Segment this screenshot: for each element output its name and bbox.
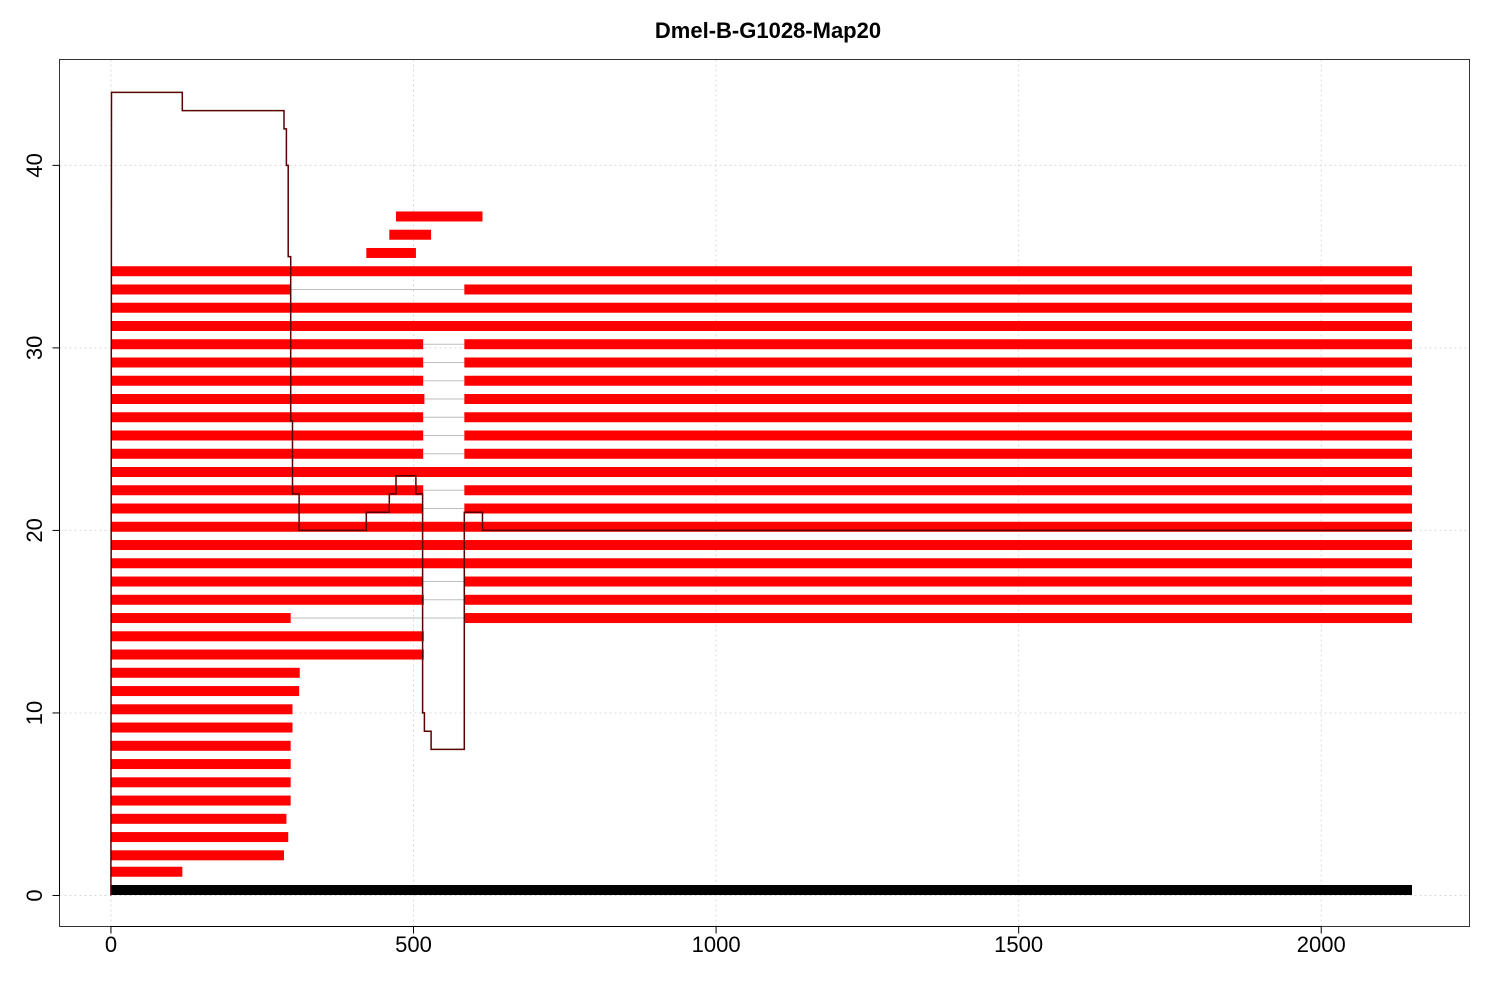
read-bar bbox=[110, 613, 291, 624]
coverage-line bbox=[110, 91, 1412, 896]
read-bar bbox=[110, 813, 287, 824]
read-bar bbox=[110, 375, 424, 386]
read-bar bbox=[110, 393, 425, 404]
read-bar bbox=[110, 302, 1413, 313]
read-bar bbox=[110, 850, 285, 861]
chart-title: Dmel-B-G1028-Map20 bbox=[655, 18, 881, 43]
read-bar bbox=[110, 430, 424, 441]
y-tick-label: 10 bbox=[22, 701, 47, 725]
reads bbox=[110, 211, 1413, 877]
read-bar bbox=[110, 777, 291, 788]
read-gaps bbox=[290, 288, 465, 619]
x-tick-label: 0 bbox=[105, 932, 117, 957]
read-bar bbox=[110, 284, 291, 295]
read-bar bbox=[464, 375, 1413, 386]
read-bar bbox=[464, 485, 1413, 496]
read-bar bbox=[110, 686, 300, 697]
read-bar bbox=[110, 503, 424, 514]
read-bar bbox=[464, 503, 1413, 514]
read-bar bbox=[464, 357, 1413, 368]
read-bar bbox=[110, 485, 424, 496]
read-bar bbox=[110, 704, 293, 715]
read-bar bbox=[110, 631, 424, 642]
read-bar bbox=[389, 229, 432, 240]
read-bar bbox=[366, 247, 416, 258]
reference-bar bbox=[110, 884, 1413, 895]
read-bar bbox=[110, 357, 424, 368]
read-bar bbox=[110, 521, 1413, 532]
x-tick-label: 1500 bbox=[994, 932, 1043, 957]
read-bar bbox=[110, 740, 291, 751]
read-bar bbox=[464, 448, 1413, 459]
read-bar bbox=[464, 613, 1413, 624]
read-bar bbox=[110, 266, 1413, 277]
read-bar bbox=[464, 284, 1413, 295]
read-bar bbox=[110, 320, 1413, 331]
x-tick-label: 1000 bbox=[692, 932, 741, 957]
read-bar bbox=[395, 211, 483, 222]
read-bar bbox=[464, 339, 1413, 350]
read-bar bbox=[110, 667, 300, 678]
y-axis: 0 10 20 30 40 bbox=[22, 153, 60, 902]
read-bar bbox=[110, 832, 289, 843]
read-bar bbox=[110, 759, 291, 770]
y-tick-label: 40 bbox=[22, 153, 47, 177]
read-bar bbox=[110, 540, 1413, 551]
x-axis: 0 500 1000 1500 2000 bbox=[105, 926, 1346, 957]
x-tick-label: 500 bbox=[395, 932, 432, 957]
read-bar bbox=[110, 576, 423, 587]
y-tick-label: 20 bbox=[22, 518, 47, 542]
read-bar bbox=[110, 649, 424, 660]
read-bar bbox=[110, 795, 291, 806]
read-bar bbox=[464, 430, 1413, 441]
read-bar bbox=[464, 594, 1413, 605]
read-bar bbox=[110, 339, 424, 350]
y-tick-label: 0 bbox=[22, 889, 47, 901]
read-bar bbox=[464, 576, 1413, 587]
read-bar bbox=[110, 722, 293, 733]
x-tick-label: 2000 bbox=[1297, 932, 1346, 957]
read-bar bbox=[464, 393, 1413, 404]
read-bar bbox=[110, 594, 424, 605]
read-bar bbox=[110, 448, 424, 459]
y-tick-label: 30 bbox=[22, 336, 47, 360]
read-bar bbox=[464, 412, 1413, 423]
read-bar bbox=[110, 467, 1413, 478]
read-bar bbox=[110, 866, 183, 877]
read-bar bbox=[110, 412, 424, 423]
read-bar bbox=[110, 558, 1413, 569]
